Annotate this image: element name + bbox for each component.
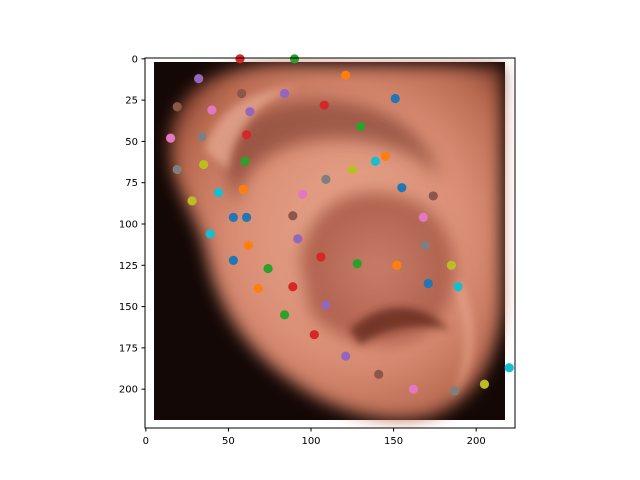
data-point xyxy=(289,54,300,64)
data-point xyxy=(316,252,326,262)
data-point xyxy=(453,282,463,292)
data-point xyxy=(241,130,252,140)
data-point xyxy=(321,300,331,310)
data-point xyxy=(172,164,182,175)
data-point xyxy=(235,54,245,64)
data-point xyxy=(428,191,438,201)
data-point xyxy=(397,183,407,193)
data-point xyxy=(253,283,263,294)
y-tick-label: 50 xyxy=(125,137,138,148)
data-point xyxy=(352,259,362,269)
data-point xyxy=(238,184,248,194)
x-tick-label: 0 xyxy=(143,436,149,447)
data-point xyxy=(197,131,207,142)
x-tick-label: 200 xyxy=(467,436,486,447)
data-point xyxy=(207,105,217,115)
data-point xyxy=(408,384,419,394)
x-tick-label: 50 xyxy=(222,436,235,447)
data-point xyxy=(370,156,381,166)
y-tick-label: 75 xyxy=(125,178,138,189)
data-point xyxy=(341,70,351,80)
data-point xyxy=(199,159,209,170)
axes-frame xyxy=(144,57,516,429)
y-tick-label: 175 xyxy=(119,343,138,354)
x-axis: 0 50 100 150 200 xyxy=(143,428,486,447)
y-tick-label: 200 xyxy=(119,385,138,396)
data-point xyxy=(380,151,390,161)
background-photo xyxy=(145,58,515,428)
y-tick-label: 150 xyxy=(119,302,138,313)
data-point xyxy=(241,212,252,222)
data-point xyxy=(228,212,238,222)
data-point xyxy=(187,196,197,206)
data-point xyxy=(279,88,290,99)
data-point xyxy=(288,211,298,221)
data-point xyxy=(420,240,430,251)
data-point xyxy=(298,189,308,199)
data-point xyxy=(279,310,290,320)
data-point xyxy=(479,379,490,389)
data-point xyxy=(450,386,460,396)
data-point xyxy=(392,260,402,270)
data-point xyxy=(245,107,255,117)
data-point xyxy=(293,234,303,244)
data-point xyxy=(446,260,457,270)
data-point xyxy=(319,100,329,110)
data-point xyxy=(243,240,253,251)
scatter-points xyxy=(166,54,514,396)
data-point xyxy=(423,278,433,289)
data-point xyxy=(166,133,176,143)
data-point xyxy=(194,74,204,84)
data-point xyxy=(504,363,514,373)
data-point xyxy=(240,156,250,166)
data-point xyxy=(237,88,247,99)
x-tick-label: 150 xyxy=(384,436,403,447)
data-point xyxy=(309,330,319,340)
x-tick-label: 100 xyxy=(301,436,320,447)
y-tick-label: 25 xyxy=(125,96,138,107)
y-tick-label: 100 xyxy=(119,220,138,231)
data-point xyxy=(418,212,428,222)
data-point xyxy=(213,188,224,198)
data-point xyxy=(205,229,215,239)
y-axis: 0 25 50 75 100 125 150 175 200 xyxy=(119,54,145,396)
data-point xyxy=(341,351,351,361)
data-point xyxy=(321,174,331,185)
data-point xyxy=(172,102,182,112)
y-tick-label: 125 xyxy=(119,261,138,272)
data-point xyxy=(390,93,400,104)
data-point xyxy=(355,121,366,132)
data-point xyxy=(374,369,384,379)
data-point xyxy=(263,264,273,274)
y-tick-label: 0 xyxy=(132,54,138,65)
data-point xyxy=(228,255,238,265)
data-point xyxy=(347,164,357,175)
data-point xyxy=(288,282,298,292)
